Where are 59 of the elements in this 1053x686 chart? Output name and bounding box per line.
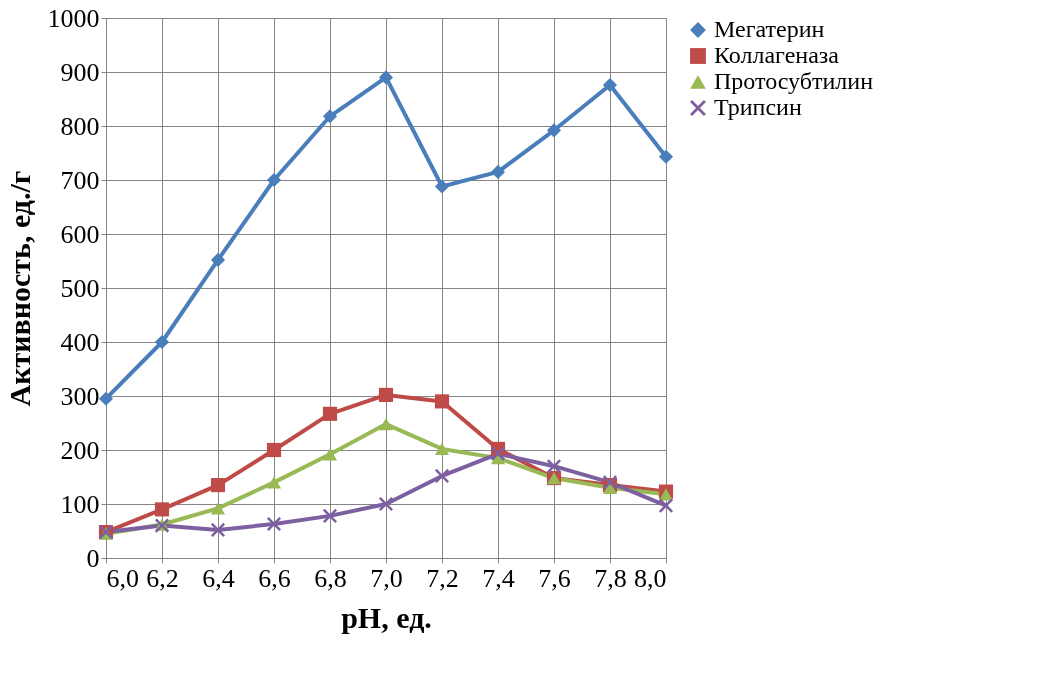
x-tick-label: 7,2 [426,563,459,593]
x-tick-label: 6,4 [202,563,235,593]
point [322,508,338,523]
point [658,498,674,513]
y-tick-label: 800 [60,111,100,141]
point [210,478,226,493]
legend-label: Мегатерин [714,16,825,42]
point [434,179,450,194]
point [322,109,338,124]
y-tick-label: 900 [60,57,100,87]
y-tick-label: 500 [60,273,100,303]
point [658,149,674,164]
point [266,172,282,188]
point [266,516,282,532]
y-axis-title: Активность, ед./г [2,170,36,407]
y-tick-label: 400 [60,327,100,357]
x-tick-label: 6,6 [258,563,291,593]
y-tick-label: 200 [60,435,100,465]
x-tick-label: 7,4 [482,563,515,593]
point [546,123,562,138]
y-tick-label: 600 [60,219,100,249]
point [546,459,562,474]
x-tick-label: 7,0 [370,563,403,593]
point [658,488,674,501]
point [154,502,170,517]
point [378,496,394,512]
legend-label: Коллагеназа [714,42,840,68]
point [434,468,450,483]
point [154,334,170,350]
x-tick-label: 6,2 [146,563,179,593]
point [602,77,618,93]
point [434,442,450,456]
y-tick-label: 700 [60,165,100,195]
point [490,164,506,179]
point [322,448,338,461]
point [378,417,394,431]
x-tick-label: 6,8 [314,563,347,593]
x-axis-title: pH, ед. [341,600,432,634]
y-tick-label: 0 [86,543,100,573]
y-tick-label: 100 [60,489,100,519]
x-tick-label: 6,0 [106,563,139,593]
point [434,394,450,409]
legend-label: Протосубтилин [714,68,874,94]
y-tick-label: 1000 [47,3,100,33]
legend-label: Трипсин [714,94,802,120]
x-tick-label: 8,0 [634,563,667,593]
point [490,446,506,461]
point [210,522,226,537]
point [322,406,338,421]
x-tick-label: 7,6 [538,563,571,593]
x-tick-label: 7,8 [594,563,627,593]
point [266,442,282,458]
point [210,252,226,267]
point [378,387,394,402]
point [210,502,226,515]
point [98,391,114,406]
point [266,476,282,489]
y-tick-label: 300 [60,381,100,411]
point [378,70,394,85]
